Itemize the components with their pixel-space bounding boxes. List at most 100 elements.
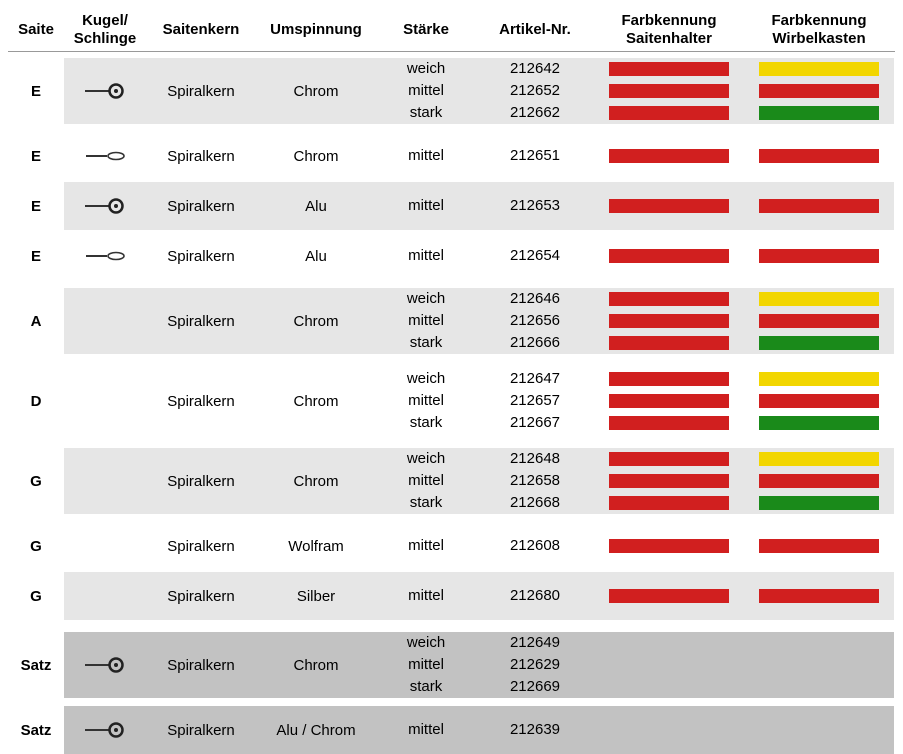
- color-swatch-green: [759, 416, 879, 430]
- artikel-value: 212656: [476, 310, 594, 332]
- kern-value: Spiralkern: [146, 368, 256, 434]
- color-swatch-red: [609, 62, 729, 76]
- kugel-icon: [64, 522, 146, 570]
- color-swatch-red: [609, 589, 729, 603]
- fk2-col: [744, 232, 894, 280]
- color-swatch-red: [759, 394, 879, 408]
- color-swatch-red: [609, 84, 729, 98]
- color-swatch-green: [759, 496, 879, 510]
- color-swatch-green: [759, 106, 879, 120]
- artikel-value: 212658: [476, 470, 594, 492]
- artikel-value: 212657: [476, 390, 594, 412]
- staerke-col: mittel: [376, 132, 476, 180]
- staerke-value: stark: [376, 332, 476, 354]
- fk1-col: [594, 288, 744, 354]
- fk2-col: [744, 368, 894, 434]
- fk1-col: [594, 368, 744, 434]
- artikel-value: 212662: [476, 102, 594, 124]
- fk2-col: [744, 572, 894, 620]
- kugel-icon: [64, 448, 146, 514]
- color-swatch-red: [609, 336, 729, 350]
- saite-label: G: [8, 448, 64, 514]
- staerke-value: weich: [376, 58, 476, 80]
- saite-label: G: [8, 522, 64, 570]
- color-swatch-red: [609, 394, 729, 408]
- ums-value: Alu / Chrom: [256, 706, 376, 754]
- table-row: E Spiralkern Chrom weichmittelstark 2126…: [8, 52, 895, 130]
- saite-label: D: [8, 368, 64, 434]
- ums-value: Silber: [256, 572, 376, 620]
- fk2-col: [744, 448, 894, 514]
- staerke-value: stark: [376, 412, 476, 434]
- header-ums: Umspinnung: [256, 21, 376, 38]
- staerke-value: stark: [376, 676, 476, 698]
- artikel-value: 212652: [476, 80, 594, 102]
- kern-value: Spiralkern: [146, 448, 256, 514]
- staerke-value: weich: [376, 632, 476, 654]
- header-kern: Saitenkern: [146, 21, 256, 38]
- header-kugel-text: Kugel/Schlinge: [74, 12, 137, 47]
- table-row: Satz Spiralkern Chrom weichmittelstark 2…: [8, 626, 895, 704]
- artikel-value: 212680: [476, 572, 594, 620]
- staerke-value: weich: [376, 448, 476, 470]
- staerke-value: weich: [376, 288, 476, 310]
- ums-value: Wolfram: [256, 522, 376, 570]
- staerke-col: weichmittelstark: [376, 368, 476, 434]
- staerke-value: mittel: [376, 706, 476, 754]
- fk1-col: [594, 706, 744, 754]
- saite-label: E: [8, 132, 64, 180]
- kugel-icon: [64, 572, 146, 620]
- fk2-col: [744, 288, 894, 354]
- color-swatch-red: [759, 84, 879, 98]
- color-swatch-red: [609, 452, 729, 466]
- header-fk1-text: FarbkennungSaitenhalter: [621, 12, 716, 47]
- kern-value: Spiralkern: [146, 572, 256, 620]
- strings-table: Saite Kugel/Schlinge Saitenkern Umspinnu…: [8, 8, 895, 754]
- artikel-col: 212608: [476, 522, 594, 570]
- artikel-col: 212646212656212666: [476, 288, 594, 354]
- staerke-value: mittel: [376, 80, 476, 102]
- kern-value: Spiralkern: [146, 632, 256, 698]
- ums-value: Chrom: [256, 368, 376, 434]
- artikel-value: 212653: [476, 182, 594, 230]
- kugel-icon: [64, 288, 146, 354]
- color-swatch-yellow: [759, 372, 879, 386]
- table-header: Saite Kugel/Schlinge Saitenkern Umspinnu…: [8, 8, 895, 52]
- fk1-col: [594, 132, 744, 180]
- color-swatch-yellow: [759, 452, 879, 466]
- kern-value: Spiralkern: [146, 232, 256, 280]
- staerke-value: mittel: [376, 572, 476, 620]
- saite-label: Satz: [8, 706, 64, 754]
- ums-value: Chrom: [256, 448, 376, 514]
- color-swatch-red: [609, 314, 729, 328]
- saite-label: A: [8, 288, 64, 354]
- ums-value: Chrom: [256, 632, 376, 698]
- artikel-value: 212666: [476, 332, 594, 354]
- artikel-value: 212669: [476, 676, 594, 698]
- fk1-col: [594, 448, 744, 514]
- kern-value: Spiralkern: [146, 706, 256, 754]
- kugel-icon: [64, 706, 146, 754]
- artikel-value: 212629: [476, 654, 594, 676]
- staerke-value: mittel: [376, 390, 476, 412]
- fk1-col: [594, 58, 744, 124]
- table-row: G Spiralkern Silber mittel 212680: [8, 572, 895, 620]
- color-swatch-red: [609, 149, 729, 163]
- artikel-value: 212646: [476, 288, 594, 310]
- color-swatch-red: [759, 474, 879, 488]
- color-swatch-red: [609, 496, 729, 510]
- fk1-col: [594, 572, 744, 620]
- artikel-value: 212654: [476, 232, 594, 280]
- color-swatch-red: [759, 149, 879, 163]
- saite-label: G: [8, 572, 64, 620]
- fk2-col: [744, 706, 894, 754]
- fk2-col: [744, 58, 894, 124]
- fk2-col: [744, 132, 894, 180]
- saite-label: Satz: [8, 632, 64, 698]
- color-swatch-red: [759, 314, 879, 328]
- header-artikel: Artikel-Nr.: [476, 21, 594, 38]
- artikel-col: 212680: [476, 572, 594, 620]
- header-saite: Saite: [8, 21, 64, 38]
- kern-value: Spiralkern: [146, 58, 256, 124]
- artikel-col: 212639: [476, 706, 594, 754]
